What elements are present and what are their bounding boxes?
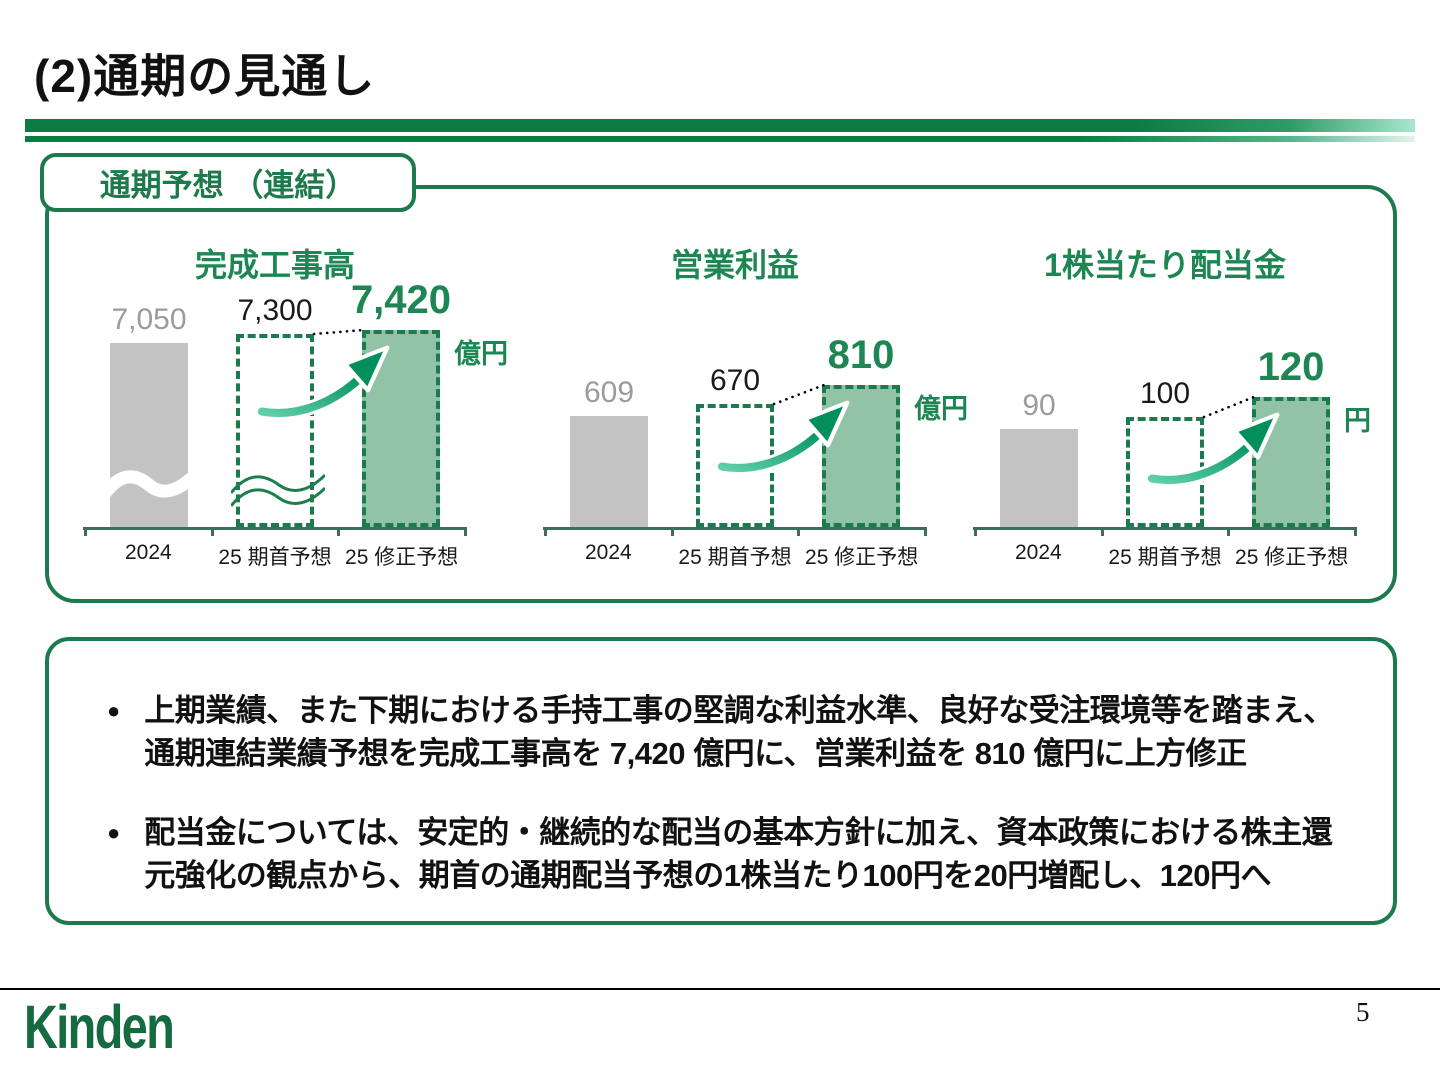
- unit-label: 億円: [914, 394, 968, 424]
- header-stripe-top: [25, 119, 1415, 132]
- bar-initial-forecast: [696, 404, 774, 527]
- value-label: 100: [1139, 377, 1191, 410]
- value-label: 7,050: [111, 303, 187, 336]
- unit-label: 億円: [454, 339, 508, 369]
- bar-revised-forecast: [362, 330, 440, 527]
- chart-completed-construction-sales: 完成工事高 7,050 7,300 7,420 億円 2024 25 期首予想 25 修正予想: [83, 240, 508, 575]
- axis-break-wave: [99, 465, 198, 503]
- axis-tick: [84, 527, 87, 536]
- axis-break-wave: [229, 463, 327, 513]
- x-axis-label: 25 期首予想: [1108, 546, 1222, 569]
- x-axis-label: 2024: [124, 541, 172, 564]
- x-axis-label: 25 修正予想: [1235, 546, 1349, 569]
- bar-actual: [99, 343, 198, 527]
- axis-tick: [464, 527, 467, 536]
- value-label: 810: [827, 333, 895, 377]
- kinden-logo: Kinden: [24, 993, 175, 1062]
- x-axis-label: 25 修正予想: [805, 546, 919, 569]
- bullet-item: ● 配当金については、安定的・継続的な配当の基本方針に加え、資本政策における株主…: [107, 811, 1338, 897]
- notes-box: ● 上期業績、また下期における手持工事の堅調な利益水準、良好な受注環境等を踏まえ…: [45, 637, 1397, 925]
- bar-actual: [570, 416, 648, 527]
- chart-title: 完成工事高: [194, 247, 355, 283]
- value-label: 120: [1257, 345, 1325, 389]
- bullet-text: 上期業績、また下期における手持工事の堅調な利益水準、良好な受注環境等を踏まえ、 …: [144, 689, 1334, 775]
- axis-tick: [974, 527, 977, 536]
- axis-tick: [1100, 527, 1104, 536]
- axis-tick: [337, 527, 341, 536]
- axis-tick: [544, 527, 547, 536]
- axis-tick: [210, 527, 214, 536]
- chart-title: 営業利益: [670, 247, 799, 283]
- x-axis-label: 25 期首予想: [678, 546, 792, 569]
- header-stripe-bottom: [25, 136, 1415, 142]
- page-number: 5: [1356, 997, 1370, 1027]
- bullet-line: 上期業績、また下期における手持工事の堅調な利益水準、良好な受注環境等を踏まえ、: [144, 693, 1334, 728]
- x-axis-label: 25 修正予想: [345, 546, 459, 569]
- value-label: 7,420: [350, 278, 452, 322]
- axis-tick: [924, 527, 927, 536]
- x-axis-label: 2024: [584, 541, 632, 564]
- bar-revised-forecast: [1252, 397, 1330, 527]
- chart-operating-profit: 営業利益 609 670 810 億円 2024 25 期首予想 25 修正予想: [543, 240, 968, 575]
- forecast-panel-label: 通期予想 （連結）: [40, 153, 416, 212]
- page-title: (2)通期の見通し: [34, 50, 376, 102]
- bullet-line: 配当金については、安定的・継続的な配当の基本方針に加え、資本政策における株主還: [144, 815, 1333, 850]
- footer-divider: [0, 988, 1440, 990]
- bullet-line: 通期連結業績予想を完成工事高を 7,420 億円に、営業利益を 810 億円に上…: [144, 736, 1247, 771]
- axis-tick: [670, 527, 674, 536]
- x-axis: [83, 527, 467, 530]
- x-axis: [543, 527, 927, 530]
- bullet-text: 配当金については、安定的・継続的な配当の基本方針に加え、資本政策における株主還 …: [144, 811, 1332, 897]
- bullet-icon: ●: [107, 820, 121, 845]
- x-axis: [973, 527, 1357, 530]
- value-label: 90: [1022, 389, 1056, 422]
- bullet-item: ● 上期業績、また下期における手持工事の堅調な利益水準、良好な受注環境等を踏まえ…: [107, 689, 1338, 775]
- bar-initial-forecast: [229, 334, 327, 527]
- bar-revised-forecast: [822, 385, 900, 527]
- axis-tick: [1227, 527, 1231, 536]
- x-axis-label: 2024: [1014, 541, 1062, 564]
- bar-initial-forecast: [1126, 417, 1204, 527]
- chart-title: 1株当たり配当金: [1044, 247, 1286, 283]
- bullet-icon: ●: [107, 698, 121, 723]
- bullet-line: 元強化の観点から、期首の通期配当予想の1株当たり100円を20円増配し、120円…: [144, 858, 1271, 893]
- value-label: 609: [583, 376, 635, 409]
- bar-actual: [1000, 429, 1078, 527]
- x-axis-label: 25 期首予想: [218, 546, 332, 569]
- axis-tick: [1354, 527, 1357, 536]
- unit-label: 円: [1344, 406, 1371, 436]
- chart-dividend-per-share: 1株当たり配当金 90 100 120 円 2024 25 期首予想 25 修正予想: [973, 240, 1371, 575]
- axis-tick: [797, 527, 801, 536]
- value-label: 7,300: [237, 294, 313, 327]
- value-label: 670: [709, 364, 761, 397]
